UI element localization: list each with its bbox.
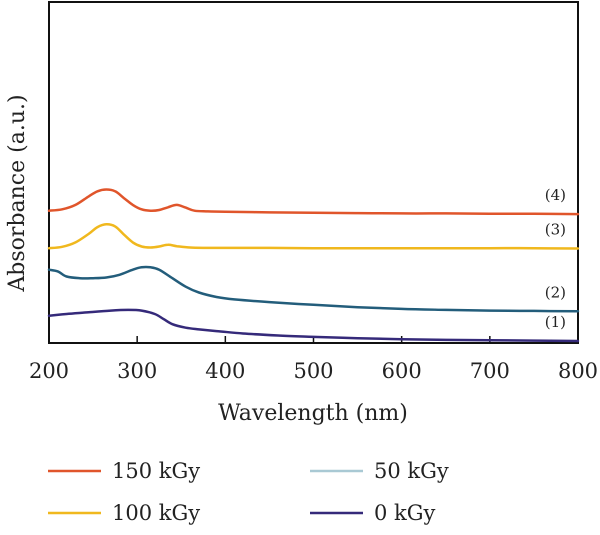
legend-item-100-kgy: 100 kGy	[48, 501, 200, 525]
x-tick-labels: 200 300 400 500 600 700 800	[29, 359, 598, 383]
x-tick-label: 200	[29, 359, 69, 383]
x-tick-label: 500	[293, 359, 333, 383]
x-axis-title: Wavelength (nm)	[218, 401, 408, 426]
legend-label: 50 kGy	[374, 459, 449, 483]
legend-item-0-kgy: 0 kGy	[310, 501, 436, 525]
series-layer	[47, 188, 580, 343]
plot-frame	[48, 1, 579, 344]
legend-item-150-kgy: 150 kGy	[48, 459, 200, 483]
x-tick-label: 700	[470, 359, 510, 383]
legend-label: 100 kGy	[112, 501, 200, 525]
legend: 150 kGy 50 kGy 100 kGy 0 kGy	[48, 459, 449, 525]
x-tick-label: 400	[205, 359, 245, 383]
legend-label: 0 kGy	[374, 501, 436, 525]
x-tick-label: 600	[382, 359, 422, 383]
curve-label-4: (1)	[545, 313, 566, 331]
series-line-100-kgy	[47, 223, 580, 250]
curve-labels: (4) (3) (2) (1)	[545, 186, 566, 331]
series-line-50-kgy	[47, 265, 580, 313]
legend-item-50-kgy: 50 kGy	[310, 459, 449, 483]
series-line-150-kgy	[47, 188, 580, 216]
x-tick-label: 800	[558, 359, 598, 383]
curve-label-3: (2)	[545, 283, 566, 301]
series-line-0-kgy	[47, 308, 580, 343]
curve-label-2: (3)	[545, 221, 566, 239]
plot-axes	[48, 1, 579, 344]
x-tick-label: 300	[117, 359, 157, 383]
curve-label-1: (4)	[545, 186, 566, 204]
y-axis-title: Absorbance (a.u.)	[5, 94, 30, 292]
legend-label: 150 kGy	[112, 459, 200, 483]
